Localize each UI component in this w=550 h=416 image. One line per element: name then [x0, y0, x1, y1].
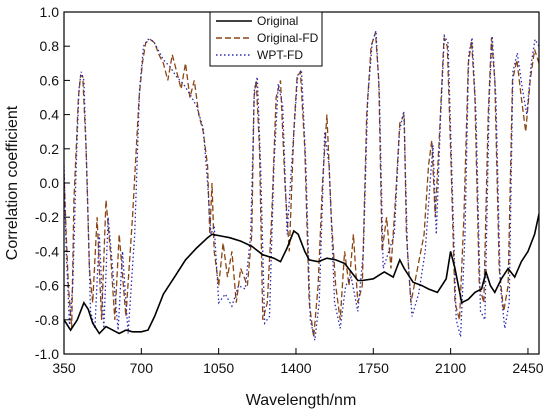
y-tick-label: -0.6 [35, 278, 59, 294]
ticks-layer: 350 700 1050 1400 1750 2100 2450 -1.0 -0.8 -0.6 -0… [35, 4, 544, 376]
x-tick-label: 350 [52, 360, 76, 376]
y-tick-label: 0.8 [40, 38, 60, 54]
y-tick-label: -0.2 [35, 209, 59, 225]
x-tick-label: 1050 [203, 360, 234, 376]
series-line-original-fd [64, 32, 539, 337]
x-axis-title: Wavelength/nm [246, 392, 357, 409]
y-tick-label: 0.4 [40, 107, 60, 123]
series-layer [64, 30, 539, 341]
y-tick-label: 0.6 [40, 72, 60, 88]
x-tick-label: 2450 [512, 360, 543, 376]
y-tick-label: 0.0 [40, 175, 60, 191]
y-tick-label: -1.0 [35, 346, 59, 362]
series-line-original [64, 213, 539, 335]
y-tick-label: -0.8 [35, 312, 59, 328]
x-tick-label: 1400 [280, 360, 311, 376]
y-tick-label: 0.2 [40, 141, 60, 157]
legend-label-original-fd: Original-FD [257, 31, 319, 45]
x-tick-label: 1750 [358, 360, 389, 376]
legend: Original Original-FD WPT-FD [209, 11, 323, 67]
legend-label-original: Original [257, 14, 298, 28]
x-tick-label: 2100 [435, 360, 466, 376]
y-tick-label: 1.0 [40, 4, 60, 20]
y-axis-title: Correlation coefficient [4, 105, 21, 260]
x-tick-label: 700 [130, 360, 154, 376]
legend-label-wpt-fd: WPT-FD [257, 48, 303, 62]
y-tick-label: -0.4 [35, 243, 59, 259]
